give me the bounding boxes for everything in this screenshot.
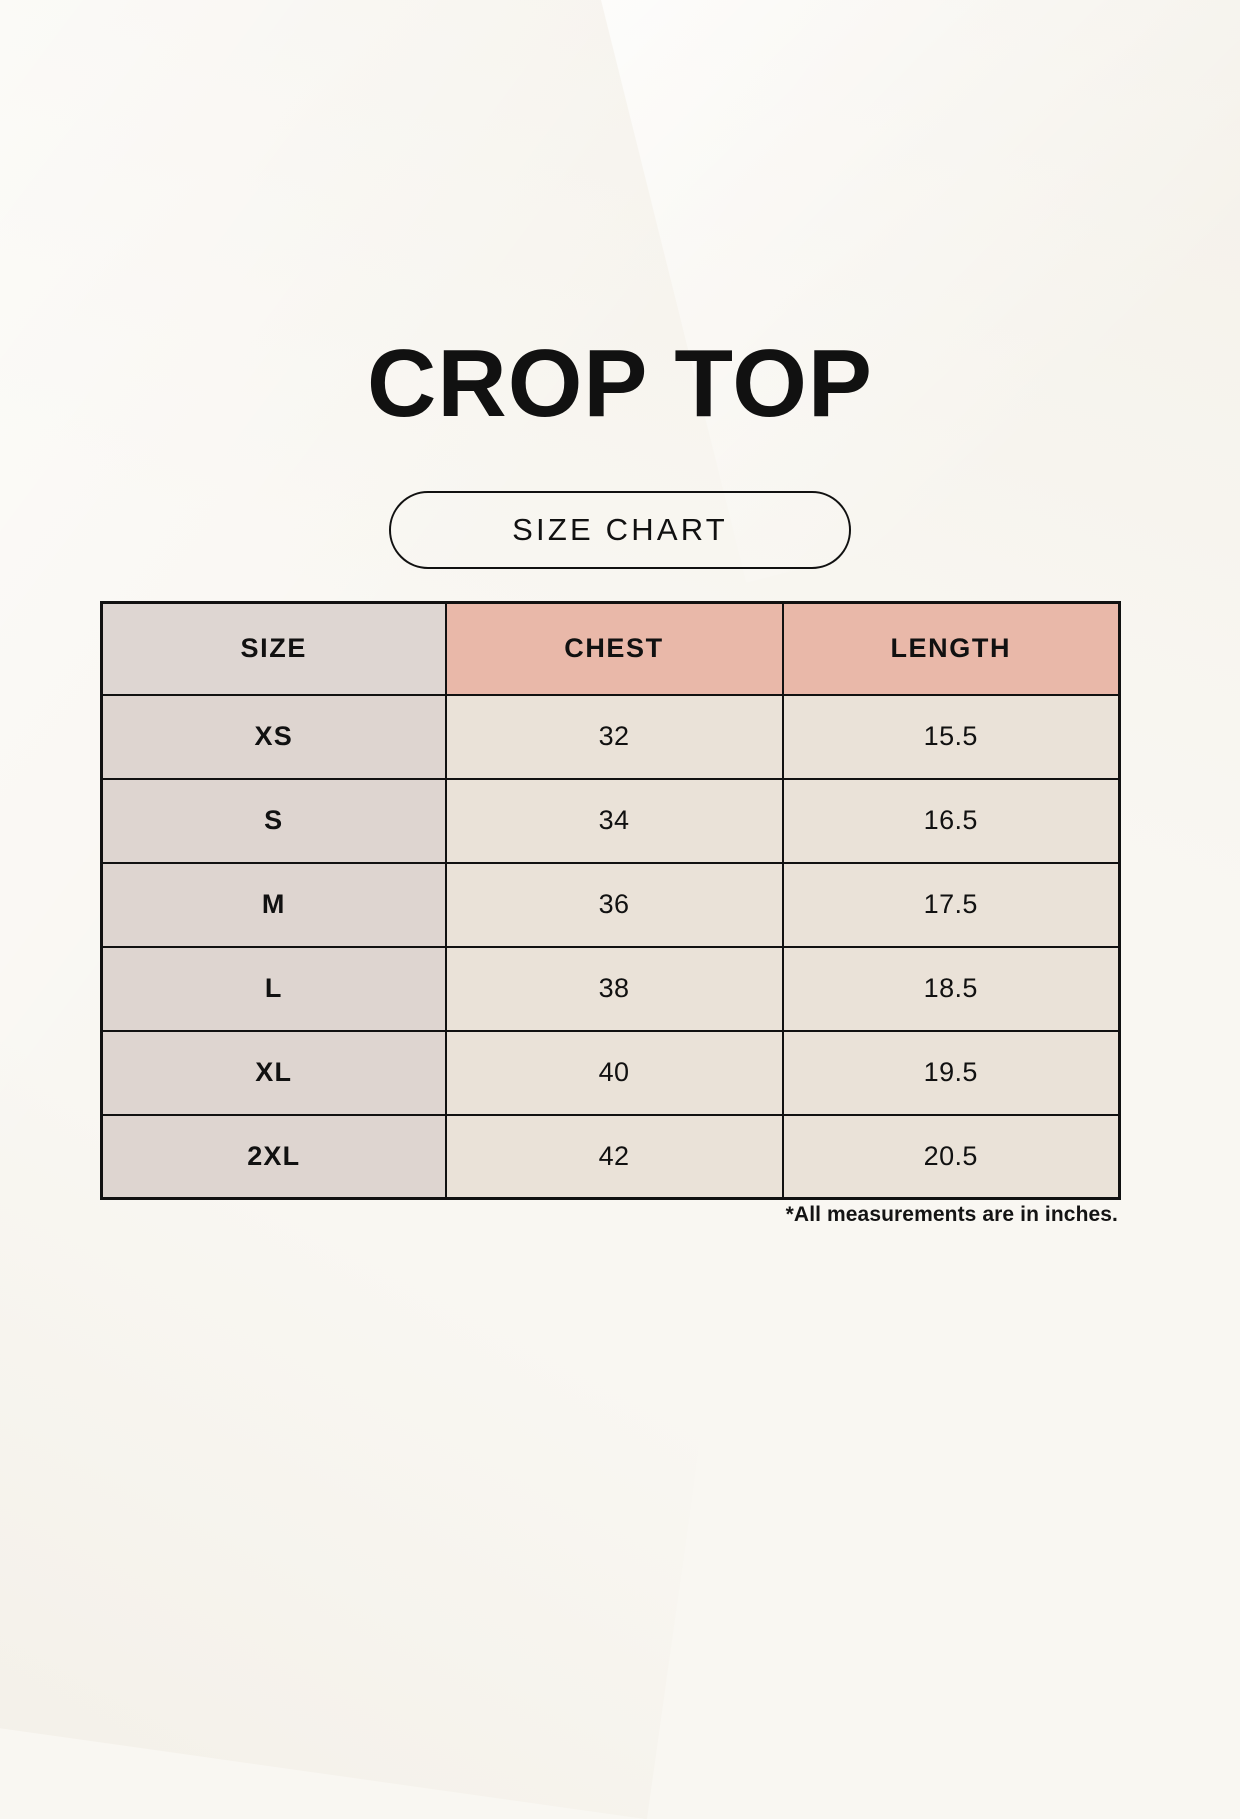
size-table-body: XS 32 15.5 S 34 16.5 M 36 17.5 L 38 (100, 693, 1121, 1200)
size-table-header: SIZE CHEST LENGTH (100, 601, 1121, 696)
cell-length: 17.5 (781, 861, 1121, 948)
measurement-units-footnote: *All measurements are in inches. (785, 1203, 1118, 1226)
column-header-size: SIZE (100, 601, 447, 696)
size-chart-page: CROP TOP SIZE CHART SIZE CHEST LENGTH XS (0, 336, 1240, 1226)
page-title: CROP TOP (367, 330, 873, 437)
cell-size: M (100, 861, 447, 948)
cell-length: 18.5 (781, 945, 1121, 1032)
header-block: CROP TOP SIZE CHART (0, 336, 1240, 569)
table-row: S 34 16.5 (100, 777, 1121, 864)
size-chart-badge-label: SIZE CHART (512, 512, 728, 547)
table-row: XL 40 19.5 (100, 1029, 1121, 1116)
cell-size: XS (100, 693, 447, 780)
size-table-container: SIZE CHEST LENGTH XS 32 15.5 S 34 16.5 M (100, 601, 1121, 1200)
column-header-chest: CHEST (444, 601, 784, 696)
cell-chest: 36 (444, 861, 784, 948)
table-row: L 38 18.5 (100, 945, 1121, 1032)
table-header-row: SIZE CHEST LENGTH (100, 601, 1121, 696)
cell-size: L (100, 945, 447, 1032)
column-header-length: LENGTH (781, 601, 1121, 696)
cell-length: 19.5 (781, 1029, 1121, 1116)
table-row: M 36 17.5 (100, 861, 1121, 948)
cell-size: 2XL (100, 1113, 447, 1200)
cell-length: 16.5 (781, 777, 1121, 864)
cell-chest: 38 (444, 945, 784, 1032)
size-table: SIZE CHEST LENGTH XS 32 15.5 S 34 16.5 M (100, 601, 1121, 1200)
table-row: XS 32 15.5 (100, 693, 1121, 780)
cell-chest: 34 (444, 777, 784, 864)
table-row: 2XL 42 20.5 (100, 1113, 1121, 1200)
cell-length: 20.5 (781, 1113, 1121, 1200)
cell-chest: 32 (444, 693, 784, 780)
cell-size: S (100, 777, 447, 864)
cell-length: 15.5 (781, 693, 1121, 780)
cell-size: XL (100, 1029, 447, 1116)
cell-chest: 40 (444, 1029, 784, 1116)
cell-chest: 42 (444, 1113, 784, 1200)
size-chart-badge: SIZE CHART (389, 491, 851, 569)
